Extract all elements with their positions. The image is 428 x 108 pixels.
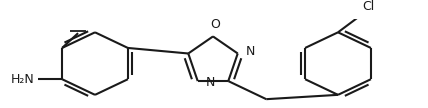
- Text: H₂N: H₂N: [10, 73, 34, 86]
- Text: N: N: [246, 45, 255, 58]
- Text: N: N: [206, 76, 215, 89]
- Text: Cl: Cl: [362, 0, 374, 13]
- Text: O: O: [210, 18, 220, 31]
